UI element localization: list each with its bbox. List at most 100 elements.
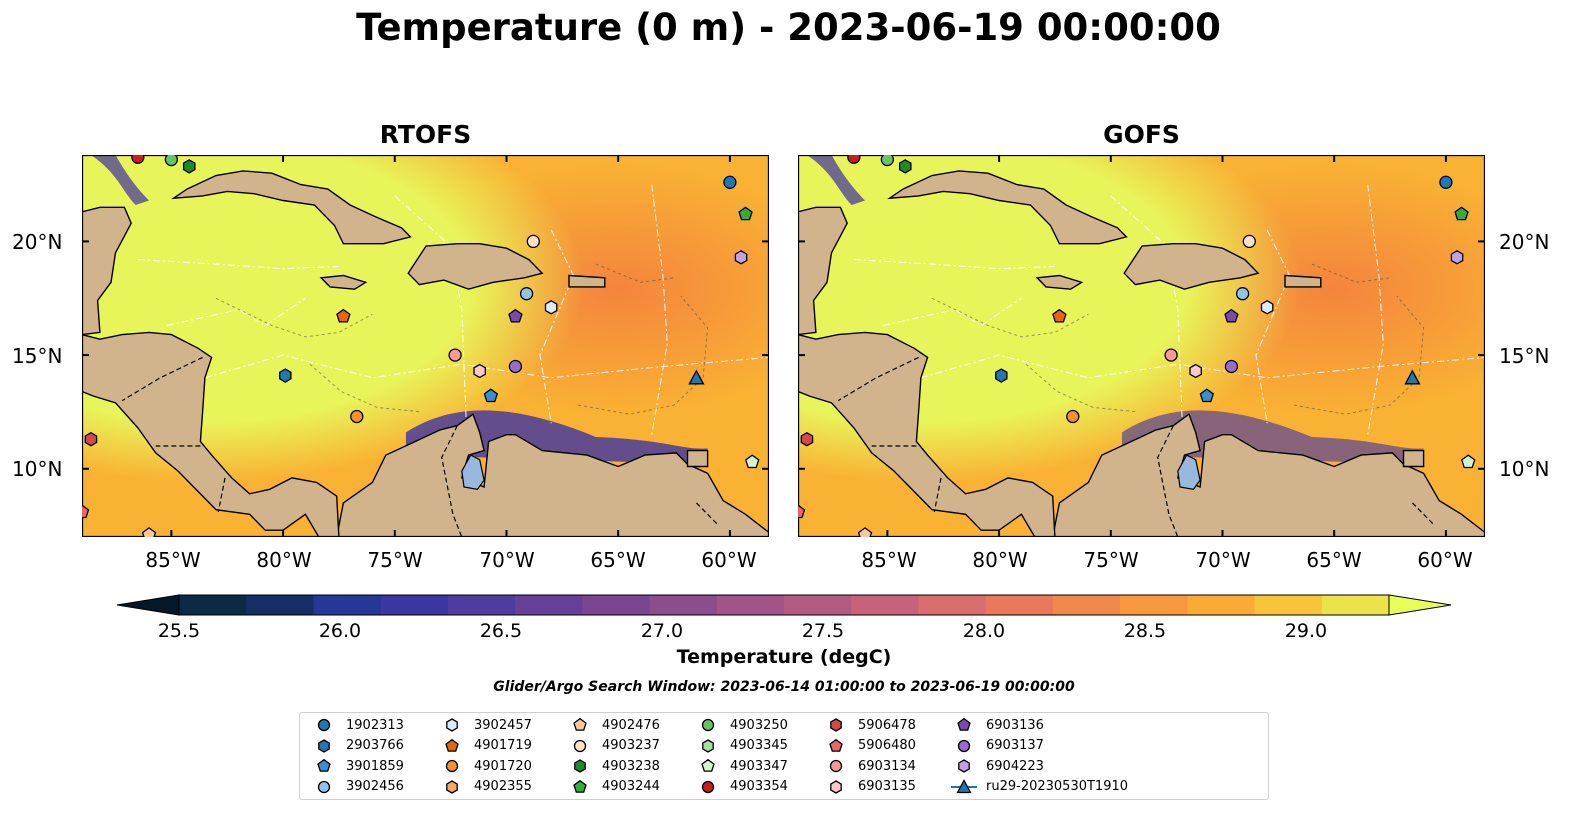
legend-symbol — [701, 718, 715, 732]
float-marker-4903244[interactable] — [738, 206, 753, 221]
float-marker-4901719[interactable] — [336, 308, 351, 323]
landmass-hispaniola — [407, 243, 544, 290]
landmass-yucatan — [82, 206, 132, 336]
eez-boundary — [539, 229, 575, 424]
float-marker-4903238[interactable] — [182, 159, 196, 174]
float-marker-3901859[interactable] — [1199, 388, 1215, 403]
legend-symbol — [446, 779, 458, 794]
legend-symbol — [317, 718, 331, 732]
legend-label: 6904223 — [986, 758, 1044, 774]
legend-symbol — [317, 780, 331, 793]
float-marker-5906480[interactable] — [82, 504, 90, 519]
landmass-trinidad — [686, 449, 709, 468]
lon-label-70w-rtofs: 70°W — [479, 548, 535, 572]
float-marker-4902476[interactable] — [857, 527, 873, 537]
float-marker-4901719[interactable] — [1052, 308, 1067, 323]
float-marker-5906480[interactable] — [798, 504, 806, 519]
float-marker-3901859[interactable] — [483, 388, 499, 403]
glider-marker-ru29-20230530T1910[interactable] — [1404, 369, 1421, 385]
lon-label-65w-gofs: 65°W — [1306, 548, 1362, 572]
float-marker-3902456[interactable] — [519, 287, 534, 301]
country-border — [837, 356, 919, 402]
legend-symbol — [445, 738, 459, 752]
float-marker-5906478[interactable] — [800, 431, 814, 447]
float-marker-5906478[interactable] — [84, 431, 98, 447]
float-marker-6903135[interactable] — [1189, 363, 1202, 379]
legend-symbol — [957, 717, 971, 731]
legend-item-4903354: 4903354 — [694, 778, 788, 796]
legend-item-6903136: 6903136 — [950, 716, 1044, 734]
legend-label: 3902456 — [346, 779, 404, 794]
legend-symbol — [446, 718, 458, 732]
bathymetry-contour — [215, 297, 373, 338]
float-marker-4901720[interactable] — [1066, 409, 1080, 424]
float-marker-4902476[interactable] — [141, 527, 157, 537]
float-marker-2903766[interactable] — [279, 368, 292, 383]
colorbar-segment — [313, 595, 382, 615]
colorbar-segment — [1187, 595, 1256, 615]
float-marker-4903250[interactable] — [164, 155, 179, 167]
legend-item-4902476: 4902476 — [566, 716, 660, 734]
float-marker-4901720[interactable] — [350, 409, 364, 424]
float-marker-4903347[interactable] — [745, 454, 760, 469]
float-marker-6903137[interactable] — [1224, 359, 1239, 374]
float-marker-4903354[interactable] — [131, 155, 145, 164]
map-panel-rtofs[interactable] — [82, 155, 769, 537]
glider-marker-ru29-20230530T1910[interactable] — [688, 369, 705, 385]
lon-label-85w-gofs: 85°W — [861, 548, 917, 572]
colorbar-tick: 26.5 — [479, 620, 523, 642]
legend-label: 4902355 — [474, 779, 532, 794]
legend-label: 4903250 — [730, 717, 788, 733]
float-marker-4903238[interactable] — [898, 159, 912, 174]
legend-item-4901720: 4901720 — [438, 757, 532, 775]
float-marker-3902457[interactable] — [1260, 300, 1274, 315]
panel-title-gofs: GOFS — [1103, 120, 1180, 149]
colorbar-segment — [246, 595, 314, 615]
float-marker-6904223[interactable] — [1450, 250, 1464, 265]
legend-symbol — [445, 759, 459, 773]
lon-label-70w-gofs: 70°W — [1195, 548, 1251, 572]
float-marker-4903347[interactable] — [1461, 454, 1476, 469]
landmass-hispaniola — [1123, 243, 1260, 290]
legend-symbol — [829, 738, 843, 752]
country-border — [1411, 502, 1436, 527]
float-marker-4903250[interactable] — [880, 155, 895, 167]
float-marker-3902457[interactable] — [544, 300, 558, 315]
float-marker-1902313[interactable] — [723, 175, 737, 189]
landmass-trinidad — [1402, 449, 1425, 468]
eez-boundary — [1255, 229, 1291, 424]
float-marker-3902456[interactable] — [1235, 287, 1250, 301]
legend-item-ru29-20230530T1910: ru29-20230530T1910 — [950, 778, 1128, 796]
legend-label: 5906478 — [858, 717, 916, 733]
float-marker-1902313[interactable] — [1439, 175, 1453, 189]
legend-item-6903134: 6903134 — [822, 757, 916, 775]
legend-label: 3901859 — [346, 758, 404, 774]
float-marker-6903136[interactable] — [508, 308, 523, 323]
bathymetry-contour — [931, 297, 1089, 338]
legend-label: 4903345 — [730, 738, 788, 753]
legend-symbol — [829, 759, 843, 773]
float-marker-4903244[interactable] — [1454, 206, 1469, 221]
float-marker-6903136[interactable] — [1224, 308, 1239, 323]
float-marker-4903237[interactable] — [526, 234, 540, 249]
eez-boundary — [137, 259, 339, 270]
legend-label: 2903766 — [346, 738, 404, 753]
legend-symbol — [318, 738, 330, 753]
legend-label: 6903136 — [986, 717, 1044, 733]
landmass-jamaica — [1035, 274, 1084, 290]
colorbar-extend-low — [116, 594, 180, 616]
map-panel-gofs[interactable] — [798, 155, 1485, 537]
float-marker-6903134[interactable] — [448, 348, 462, 362]
float-marker-2903766[interactable] — [995, 368, 1008, 383]
float-marker-6903137[interactable] — [508, 359, 523, 374]
float-marker-6903134[interactable] — [1164, 348, 1178, 362]
float-marker-4903237[interactable] — [1242, 234, 1256, 249]
float-marker-4903354[interactable] — [847, 155, 861, 164]
country-border — [217, 477, 226, 513]
lon-label-75w-rtofs: 75°W — [367, 548, 423, 572]
legend-symbol — [573, 739, 587, 752]
float-marker-6904223[interactable] — [734, 250, 748, 265]
colorbar-segment — [380, 595, 449, 615]
float-marker-6903135[interactable] — [473, 363, 486, 379]
country-border — [695, 502, 720, 527]
